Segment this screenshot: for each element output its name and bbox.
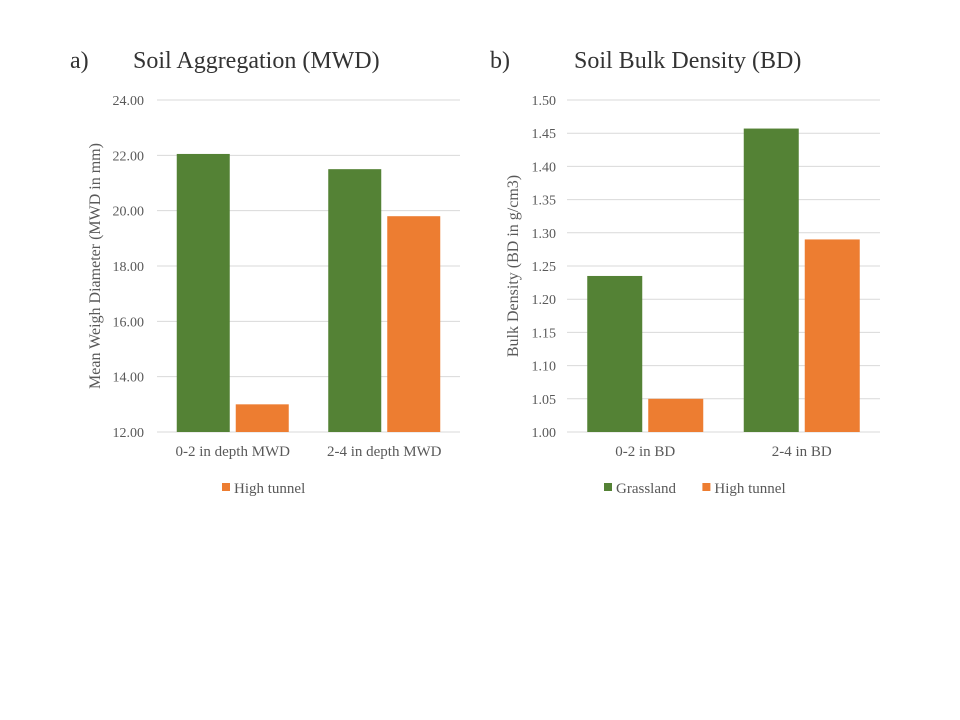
legend-swatch xyxy=(604,483,612,491)
x-category-label: 2-4 in BD xyxy=(772,444,832,460)
panel-b-title: Soil Bulk Density (BD) xyxy=(574,48,802,74)
y-tick-label: 1.25 xyxy=(532,260,557,275)
bar xyxy=(743,128,799,432)
y-tick-label: 12.00 xyxy=(113,426,145,441)
bar xyxy=(587,275,643,432)
legend-label: Grassland xyxy=(616,481,676,497)
y-tick-label: 16.00 xyxy=(113,315,145,330)
y-tick-label: 20.00 xyxy=(113,205,145,220)
y-tick-label: 1.35 xyxy=(532,194,557,209)
y-tick-label: 1.40 xyxy=(532,160,557,175)
legend-swatch xyxy=(222,483,230,491)
bar xyxy=(648,398,704,432)
y-tick-label: 1.15 xyxy=(532,326,557,341)
y-tick-label: 24.00 xyxy=(113,94,145,109)
bar xyxy=(176,153,230,432)
y-axis-title: Mean Weigh Diameter (MWD in mm) xyxy=(87,143,104,389)
legend-label: High tunnel xyxy=(714,481,785,497)
y-tick-label: 1.50 xyxy=(532,94,557,109)
bar xyxy=(235,404,289,432)
y-tick-label: 18.00 xyxy=(113,260,145,275)
y-tick-label: 1.30 xyxy=(532,227,557,242)
panel-a-letter: a) xyxy=(70,48,89,74)
panel-a-title: Soil Aggregation (MWD) xyxy=(133,48,380,74)
y-tick-label: 1.20 xyxy=(532,293,557,308)
y-tick-label: 22.00 xyxy=(113,149,145,164)
legend-swatch xyxy=(702,483,711,491)
x-category-label: 0-2 in BD xyxy=(615,444,675,460)
panel-b-letter: b) xyxy=(490,48,510,74)
legend-label: High tunnel xyxy=(234,481,305,497)
x-category-label: 2-4 in depth MWD xyxy=(327,444,442,460)
x-category-label: 0-2 in depth MWD xyxy=(175,444,290,460)
y-tick-label: 1.10 xyxy=(532,360,557,375)
bar xyxy=(328,169,382,432)
y-tick-label: 1.05 xyxy=(532,393,557,408)
y-tick-label: 1.45 xyxy=(532,127,557,142)
bar xyxy=(387,216,441,432)
y-tick-label: 1.00 xyxy=(532,426,557,441)
y-tick-label: 14.00 xyxy=(113,371,145,386)
bar xyxy=(804,239,860,432)
y-axis-title: Bulk Density (BD in g/cm3) xyxy=(505,175,522,357)
